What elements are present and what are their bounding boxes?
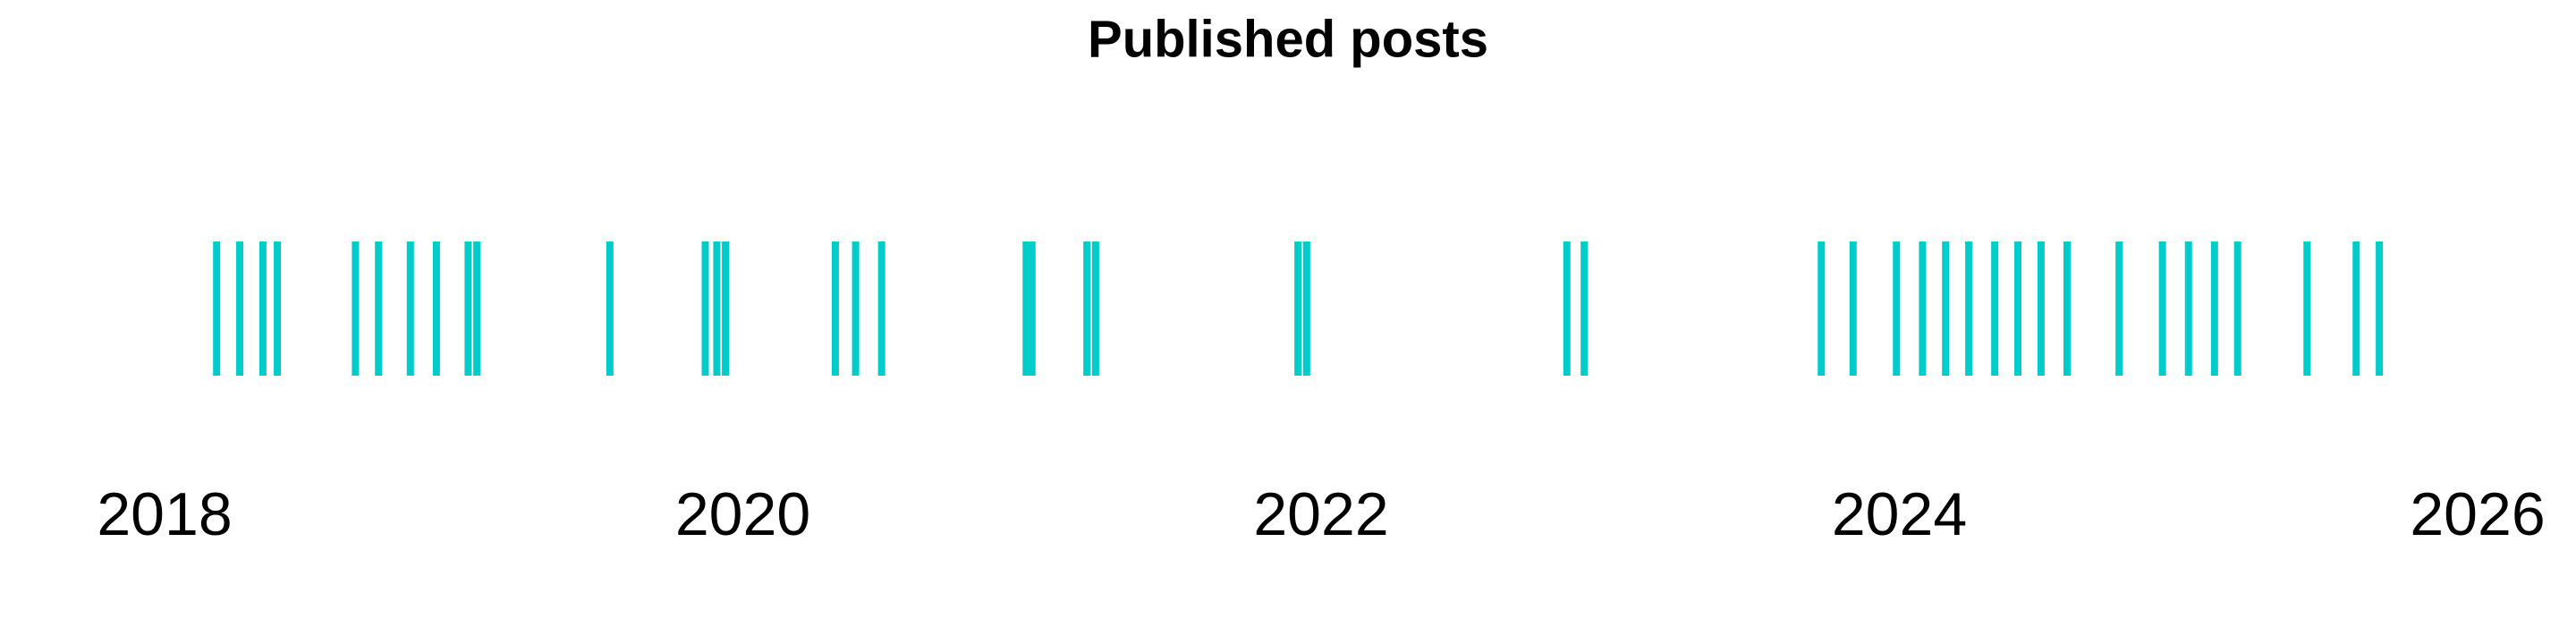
event-bar <box>2158 242 2166 376</box>
event-bar <box>1302 242 1310 376</box>
chart-title: Published posts <box>1088 10 1488 68</box>
event-bar <box>375 242 383 376</box>
event-bar <box>2352 242 2360 376</box>
event-bar <box>1028 242 1036 376</box>
event-bar <box>2184 242 2192 376</box>
x-tick-label: 2022 <box>1253 480 1388 548</box>
event-bar <box>2376 242 2384 376</box>
event-bar <box>2233 242 2241 376</box>
event-bar <box>258 242 267 376</box>
event-bar <box>2210 242 2218 376</box>
event-bar <box>464 242 472 376</box>
x-tick-label: 2018 <box>97 480 232 548</box>
event-bar <box>2063 242 2071 376</box>
event-bar <box>274 242 282 376</box>
event-bar <box>1965 242 1973 376</box>
event-bar <box>1818 242 1826 376</box>
event-bar <box>877 242 886 376</box>
event-bar <box>2303 242 2311 376</box>
event-bar <box>713 242 721 376</box>
event-bar <box>1893 242 1901 376</box>
event-bar <box>1563 242 1571 376</box>
event-bar <box>1294 242 1302 376</box>
x-tick-label: 2020 <box>675 480 810 548</box>
x-tick-label: 2026 <box>2410 480 2545 548</box>
event-bar <box>432 242 440 376</box>
event-bar <box>1991 242 1999 376</box>
event-bar <box>722 242 730 376</box>
event-bar <box>352 242 360 376</box>
event-bar <box>2037 242 2045 376</box>
event-bar <box>1919 242 1927 376</box>
event-bar <box>406 242 414 376</box>
x-tick-label: 2024 <box>1832 480 1967 548</box>
event-bar <box>2014 242 2022 376</box>
event-bar <box>606 242 614 376</box>
event-bar <box>852 242 860 376</box>
event-bar <box>213 242 221 376</box>
event-bar <box>1849 242 1857 376</box>
event-bar <box>236 242 244 376</box>
event-bar <box>473 242 481 376</box>
event-bar <box>1083 242 1091 376</box>
event-bar <box>1580 242 1589 376</box>
event-bar <box>1091 242 1099 376</box>
event-bar <box>2115 242 2123 376</box>
event-bar <box>701 242 709 376</box>
event-bar <box>831 242 839 376</box>
event-bar <box>1022 242 1030 376</box>
event-bar <box>1942 242 1950 376</box>
